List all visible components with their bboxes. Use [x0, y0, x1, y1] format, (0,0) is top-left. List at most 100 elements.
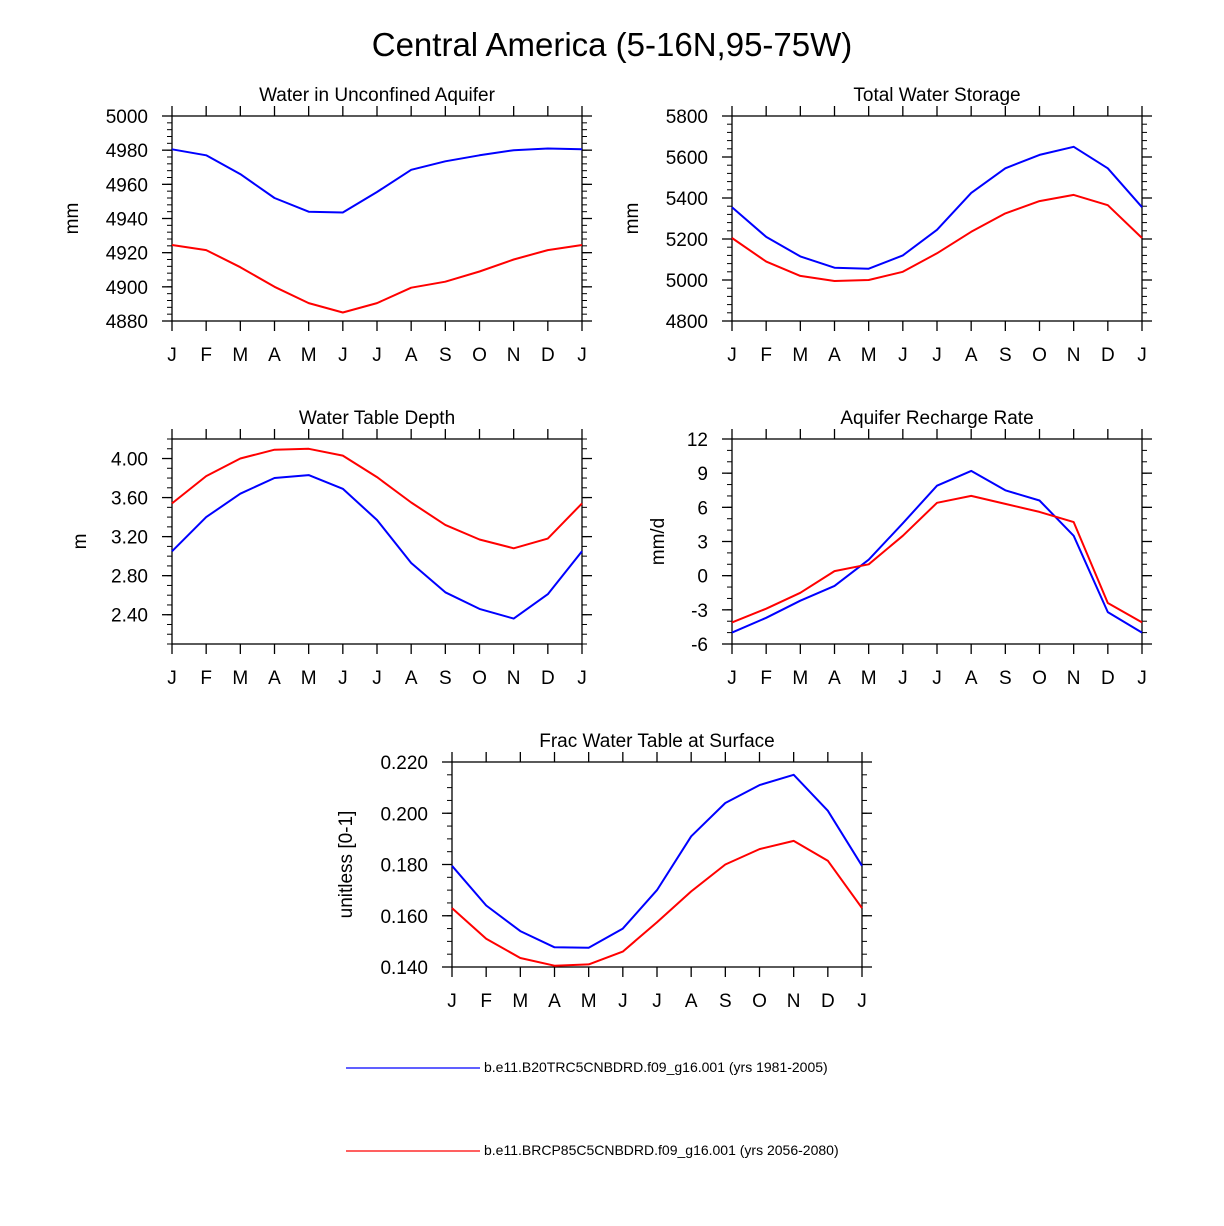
x-tick-label: N [507, 668, 521, 689]
x-tick-label: F [760, 345, 772, 366]
x-tick-label: A [405, 345, 418, 366]
x-tick-label: O [472, 345, 487, 366]
y-tick-label: 0.200 [380, 804, 428, 825]
x-tick-label: S [439, 345, 452, 366]
series-line-1 [451, 773, 863, 949]
plot-frame [731, 438, 1143, 645]
x-tick-label: A [828, 345, 841, 366]
y-axis-label: mm/d [648, 518, 669, 566]
x-tick-label: J [898, 345, 908, 366]
x-tick-label: J [932, 668, 942, 689]
x-tick-label: J [577, 668, 587, 689]
x-tick-label: N [787, 991, 801, 1012]
x-tick-label: J [167, 668, 177, 689]
series-line-1 [171, 147, 583, 214]
y-tick-label: 4880 [106, 312, 148, 333]
y-tick-label: 6 [697, 498, 708, 519]
legend-label-2: b.e11.BRCP85C5CNBDRD.f09_g16.001 (yrs 20… [484, 1142, 839, 1158]
x-tick-label: N [1067, 345, 1081, 366]
x-tick-label: M [581, 991, 597, 1012]
x-tick-label: M [232, 345, 248, 366]
x-tick-label: A [268, 345, 281, 366]
x-tick-label: A [405, 668, 418, 689]
x-tick-label: M [301, 345, 317, 366]
y-tick-label: 4920 [106, 244, 148, 265]
y-tick-label: 4980 [106, 141, 148, 162]
x-tick-label: J [167, 345, 177, 366]
y-tick-label: 4900 [106, 278, 148, 299]
series-line-2 [171, 447, 583, 550]
y-tick-label: 0.180 [380, 856, 428, 877]
x-tick-label: A [828, 668, 841, 689]
x-tick-label: A [548, 991, 561, 1012]
chart-title: Water Table Depth [299, 408, 455, 429]
y-tick-label: 12 [687, 430, 708, 451]
x-tick-label: S [999, 668, 1012, 689]
x-tick-label: J [898, 668, 908, 689]
plot-frame [731, 115, 1143, 322]
x-tick-label: J [372, 668, 382, 689]
y-tick-label: 5000 [106, 107, 148, 128]
y-tick-label: 4800 [666, 312, 708, 333]
y-axis-label: unitless [0-1] [336, 811, 357, 919]
y-tick-label: -6 [691, 635, 708, 656]
chart-5: Frac Water Table at Surface unitless [0-1… [336, 731, 872, 1012]
chart-title: Aquifer Recharge Rate [840, 408, 1033, 429]
y-tick-label: 4940 [106, 210, 148, 231]
x-tick-label: A [685, 991, 698, 1012]
x-tick-label: J [857, 991, 867, 1012]
y-tick-label: 3.20 [111, 528, 148, 549]
y-tick-label: 4960 [106, 175, 148, 196]
series-line-2 [171, 244, 583, 314]
x-tick-label: O [1032, 345, 1047, 366]
x-tick-label: J [1137, 668, 1147, 689]
x-tick-label: D [541, 668, 555, 689]
x-tick-label: S [439, 668, 452, 689]
x-tick-label: M [792, 345, 808, 366]
chart-title: Frac Water Table at Surface [539, 731, 775, 752]
y-tick-label: 9 [697, 464, 708, 485]
x-tick-label: J [338, 668, 348, 689]
x-tick-label: D [1101, 668, 1115, 689]
x-tick-label: O [752, 991, 767, 1012]
plot-frame [451, 761, 863, 968]
x-tick-label: J [372, 345, 382, 366]
y-tick-label: 5600 [666, 148, 708, 169]
x-tick-label: J [652, 991, 662, 1012]
y-tick-label: 4.00 [111, 450, 148, 471]
x-tick-label: J [1137, 345, 1147, 366]
y-tick-label: 0.160 [380, 907, 428, 928]
x-tick-label: J [727, 668, 737, 689]
x-tick-label: J [338, 345, 348, 366]
y-axis-label: mm [62, 203, 83, 235]
x-tick-label: M [861, 668, 877, 689]
x-tick-label: S [719, 991, 732, 1012]
x-tick-label: D [821, 991, 835, 1012]
x-tick-label: J [447, 991, 457, 1012]
x-tick-label: N [1067, 668, 1081, 689]
x-tick-label: O [472, 668, 487, 689]
y-tick-label: 0.220 [380, 753, 428, 774]
series-line-1 [731, 145, 1143, 270]
y-tick-label: 2.80 [111, 567, 148, 588]
chart-title: Water in Unconfined Aquifer [259, 85, 496, 106]
series-line-2 [451, 839, 863, 967]
x-tick-label: F [200, 668, 212, 689]
y-tick-label: 5000 [666, 271, 708, 292]
y-tick-label: 0.140 [380, 958, 428, 979]
x-tick-label: A [965, 345, 978, 366]
y-tick-label: 5200 [666, 230, 708, 251]
y-tick-label: 0 [697, 567, 708, 588]
x-tick-label: M [861, 345, 877, 366]
x-tick-label: J [727, 345, 737, 366]
series-line-2 [731, 193, 1143, 282]
x-tick-label: J [618, 991, 628, 1012]
x-tick-label: M [232, 668, 248, 689]
x-tick-label: M [301, 668, 317, 689]
x-tick-label: S [999, 345, 1012, 366]
x-tick-label: O [1032, 668, 1047, 689]
